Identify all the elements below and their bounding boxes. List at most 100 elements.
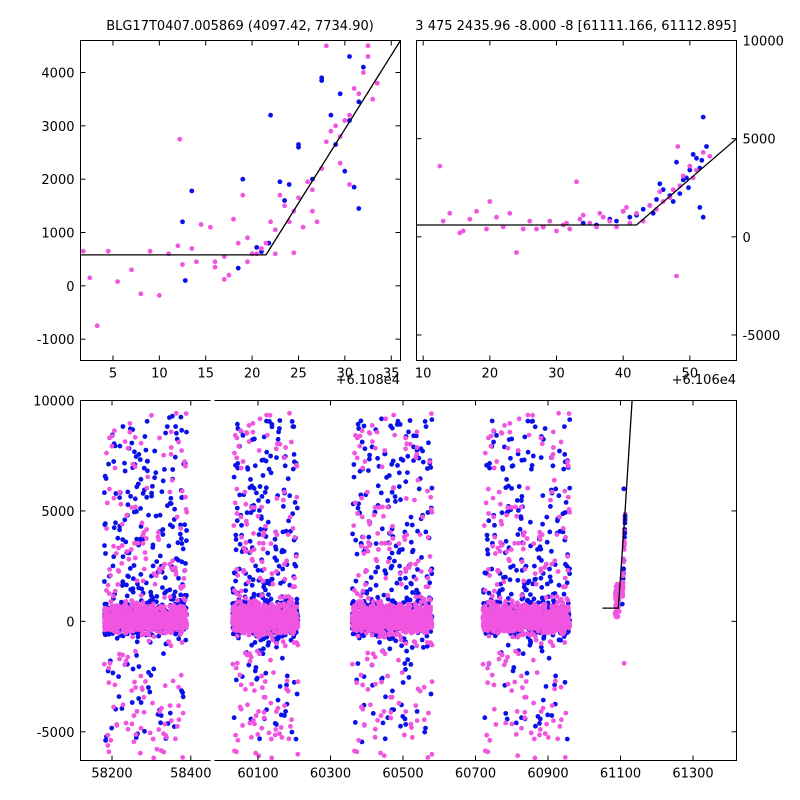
bottom-magenta-point — [246, 613, 252, 618]
tr-xtick-label: 20 — [482, 367, 499, 382]
bottom-blue-point — [233, 677, 239, 683]
bottom-blue-point — [160, 585, 165, 590]
bottom-magenta-point — [180, 584, 186, 590]
tl-magenta-point — [310, 187, 315, 193]
bottom-magenta-point — [355, 633, 361, 639]
bottom-blue-point — [414, 709, 420, 714]
bottom-blue-point — [416, 486, 422, 492]
bottom-magenta-point — [359, 543, 364, 549]
bottom-magenta-point — [259, 725, 265, 731]
bottom-blue-point — [276, 429, 281, 435]
bottom-blue-point — [253, 665, 259, 670]
bottom-blue-point — [172, 589, 178, 595]
bottom-magenta-point — [257, 416, 263, 422]
tl-blue-point — [296, 144, 301, 150]
bottom-magenta-point — [108, 737, 114, 743]
bottom-blue-point — [250, 577, 256, 583]
bottom-blue-point — [370, 711, 376, 716]
bottom-magenta-point — [388, 715, 394, 721]
bottom-magenta-point — [295, 642, 301, 648]
tr-magenta-point — [547, 218, 553, 224]
bottom-magenta-point — [106, 680, 112, 686]
bottom-magenta-point — [352, 450, 357, 456]
bottom-magenta-point — [358, 672, 364, 678]
bottom-magenta-point — [287, 410, 292, 416]
bottom-magenta-point — [124, 549, 130, 554]
bottom-blue-point — [165, 503, 170, 509]
bottom-magenta-point — [169, 617, 175, 623]
bottom-blue-point — [176, 575, 181, 581]
tr-blue-point — [614, 218, 619, 224]
bottom-blue-point — [403, 722, 409, 727]
bottom-blue-point — [268, 470, 274, 476]
bottom-blue-point — [141, 465, 147, 471]
bottom-blue-point — [128, 587, 134, 592]
bottom-magenta-point — [260, 546, 266, 552]
bottom-magenta-point — [246, 579, 251, 585]
bottom-magenta-point — [287, 514, 293, 520]
bottom-blue-point — [117, 443, 123, 449]
bottom-magenta-point — [246, 632, 252, 638]
bottom-magenta-point — [160, 604, 166, 610]
bottom-magenta-point — [150, 700, 155, 706]
bottom-magenta-point — [111, 543, 116, 549]
bottom-magenta-point — [426, 710, 431, 716]
bottom-blue-point — [425, 510, 431, 515]
bottom-magenta-point — [283, 625, 288, 631]
bottom-blue-point — [293, 736, 299, 742]
bottom-blue-point — [129, 440, 135, 446]
bottom-blue-point — [154, 559, 160, 564]
bottom-magenta-point — [151, 571, 157, 576]
bottom-magenta-point — [234, 511, 240, 516]
bottom-blue-point — [394, 580, 400, 586]
bottom-magenta-point — [369, 423, 375, 428]
tl-magenta-point — [356, 91, 362, 97]
tl-magenta-point — [194, 259, 199, 265]
bottom-blue-point — [352, 720, 358, 725]
bottom-blue-point — [234, 518, 240, 524]
bottom-magenta-point — [379, 540, 384, 546]
bottom-blue-point — [256, 532, 262, 537]
bottom-magenta-point — [397, 601, 403, 607]
bottom-magenta-point — [290, 526, 296, 531]
bottom-magenta-point — [414, 451, 420, 457]
bottom-blue-point — [183, 561, 188, 566]
bottom-magenta-point — [109, 443, 115, 449]
bottom-magenta-point — [108, 599, 114, 604]
tr-magenta-point — [460, 228, 466, 234]
bottom-blue-point — [273, 546, 279, 552]
bottom-magenta-point — [101, 607, 107, 613]
bottom-magenta-point — [173, 569, 179, 574]
bottom-magenta-point — [427, 554, 433, 559]
bottom-magenta-point — [257, 633, 262, 639]
bottom-magenta-point — [164, 735, 169, 740]
bottom-magenta-point — [427, 459, 433, 465]
bottom-blue-point — [364, 590, 370, 596]
bottom-blue-point — [233, 532, 239, 538]
top-left-title: BLG17T0407.005869 (4097.42, 7734.90) — [106, 19, 374, 34]
bottom-blue-point — [231, 715, 237, 721]
bottom-blue-point — [134, 639, 140, 645]
bottom-blue-point — [179, 559, 185, 565]
bottom-blue-point — [164, 424, 170, 429]
bottom-magenta-point — [413, 561, 418, 567]
bottom-magenta-point — [242, 489, 248, 495]
bottom-blue-point — [395, 463, 400, 468]
bottom-magenta-point — [282, 576, 288, 582]
bottom-magenta-point — [363, 568, 369, 573]
bottom-magenta-point — [283, 615, 289, 620]
bottom-magenta-point — [385, 592, 391, 598]
tl-magenta-point — [268, 219, 273, 225]
bottom-magenta-point — [170, 558, 176, 564]
tr-blue-point — [580, 220, 586, 226]
bottom-magenta-point — [413, 576, 419, 582]
bottom-magenta-point — [421, 717, 427, 723]
bottom-blue-point — [269, 422, 275, 427]
bottom-magenta-point — [250, 558, 256, 564]
tl-xtick-label: 5 — [109, 367, 117, 382]
bottom-magenta-point — [132, 603, 137, 609]
bottom-blue-point — [390, 598, 396, 604]
bottom-blue-point — [289, 729, 295, 735]
bottom-magenta-point — [398, 581, 404, 587]
bottom-magenta-point — [168, 429, 174, 435]
